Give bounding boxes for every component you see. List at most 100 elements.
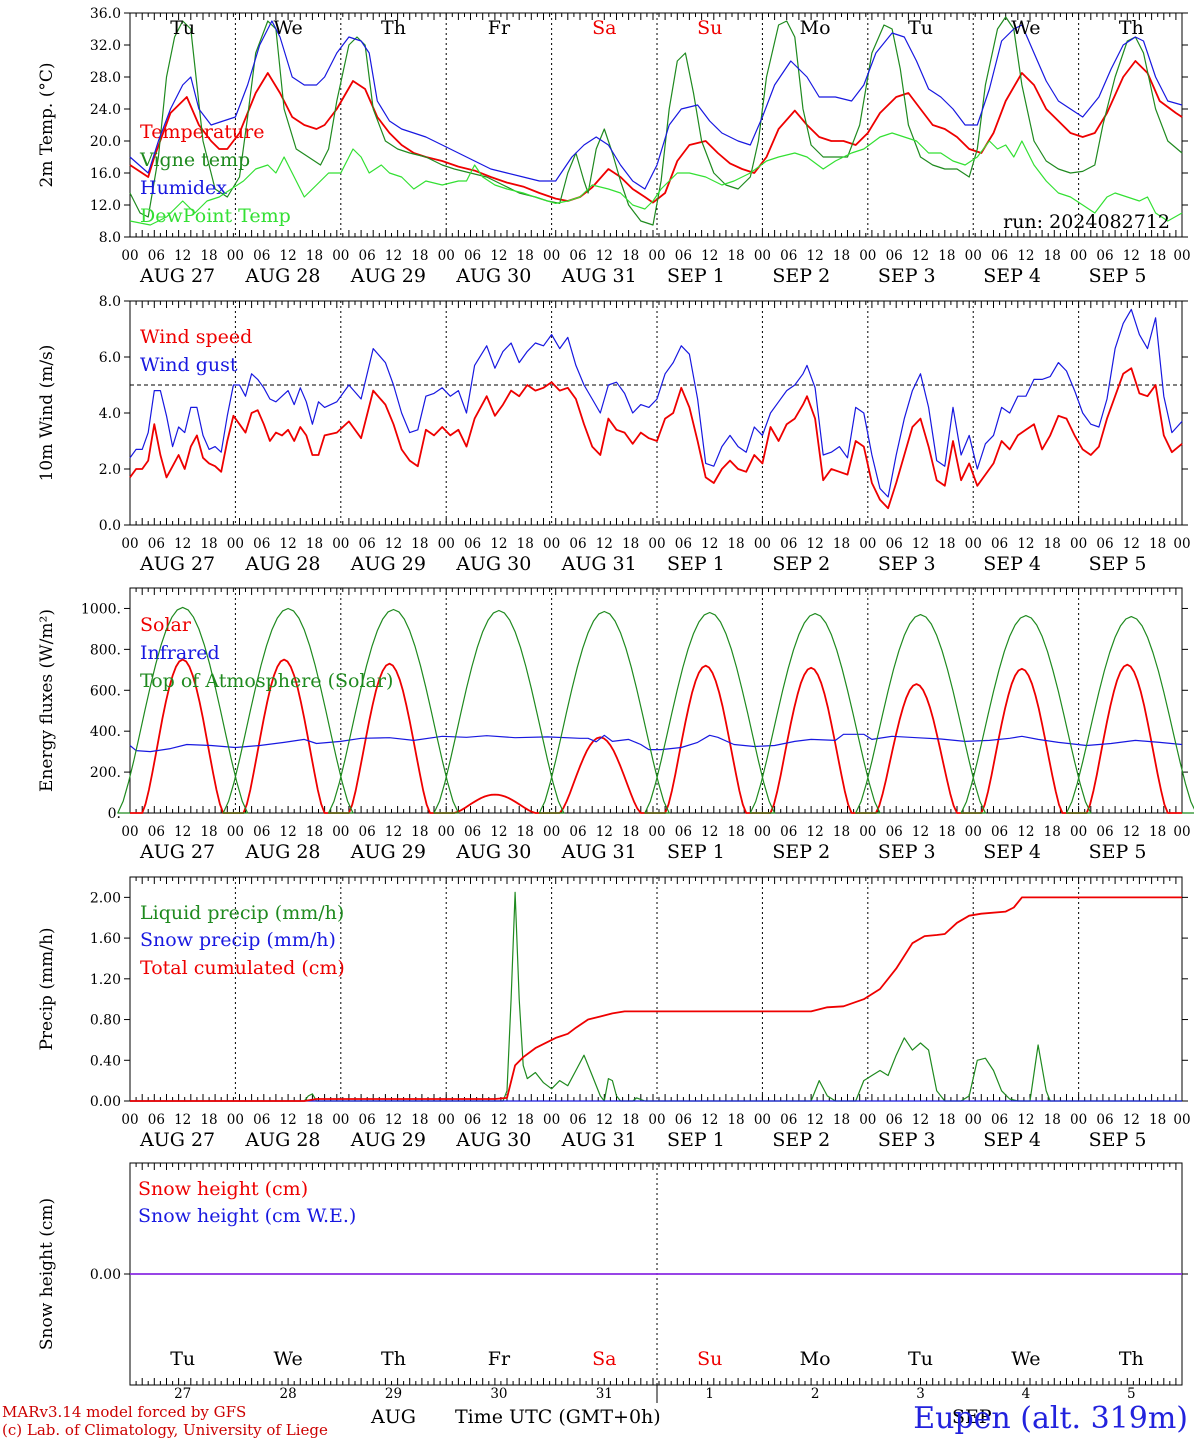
hour-label: 00 <box>965 1112 982 1128</box>
y-tick-label: 0.80 <box>90 1013 121 1029</box>
hour-label: 18 <box>622 536 639 552</box>
hour-label: 18 <box>306 248 323 264</box>
y-tick-label: 0. <box>108 806 121 822</box>
hour-label: 18 <box>938 1112 955 1128</box>
legend-entry: Snow height (cm W.E.) <box>138 1205 356 1227</box>
month-aug-label: AUG <box>370 1406 416 1428</box>
hour-label: 18 <box>411 824 428 840</box>
date-label: AUG 29 <box>350 1129 426 1151</box>
hour-label: 12 <box>807 536 824 552</box>
hour-label: 06 <box>253 1112 270 1128</box>
run-label: run: 2024082712 <box>1003 211 1170 233</box>
legend-entry: Infrared <box>140 642 220 664</box>
legend-entry: Snow precip (mm/h) <box>140 929 336 951</box>
hour-label: 12 <box>1017 1112 1034 1128</box>
date-label: AUG 29 <box>350 841 426 863</box>
hour-label: 06 <box>675 1112 692 1128</box>
legend-entry: Humidex <box>140 177 227 199</box>
hour-label: 12 <box>1123 824 1140 840</box>
hour-label: 00 <box>1173 1112 1190 1128</box>
hour-label: 12 <box>701 536 718 552</box>
hour-label: 00 <box>332 536 349 552</box>
hour-label: 06 <box>886 824 903 840</box>
hour-label: 00 <box>438 248 455 264</box>
hour-label: 06 <box>780 536 797 552</box>
hour-label: 06 <box>569 1112 586 1128</box>
hour-label: 00 <box>332 248 349 264</box>
hour-label: 06 <box>780 824 797 840</box>
day-abbr: Tu <box>908 1348 933 1370</box>
x-axis-ticks <box>129 588 1183 813</box>
hour-label: 00 <box>543 1112 560 1128</box>
date-label: SEP 5 <box>1089 841 1147 863</box>
hour-label: 00 <box>859 248 876 264</box>
hour-label: 18 <box>1044 536 1061 552</box>
hour-label: 06 <box>464 824 481 840</box>
hour-label: 18 <box>938 824 955 840</box>
legend-entry: Snow height (cm) <box>138 1178 308 1200</box>
legend-entry: Wind gust <box>140 354 238 376</box>
hour-label: 00 <box>965 824 982 840</box>
hour-label: 12 <box>596 536 613 552</box>
day-number: 5 <box>1127 1386 1136 1402</box>
hour-label: 12 <box>385 536 402 552</box>
panel-2: 0.0 2.0 4.0 6.0 8.0 10m Wind (m/s) Wind speed W… <box>37 294 1191 575</box>
hour-label: 06 <box>780 1112 797 1128</box>
day-abbr: Sa <box>592 17 616 39</box>
hour-label: 00 <box>438 824 455 840</box>
legend-entry: Solar <box>140 614 192 636</box>
date-label: SEP 4 <box>983 265 1041 287</box>
panel-frame <box>129 300 1183 526</box>
y-tick-label: 0.40 <box>90 1053 121 1069</box>
hour-label: 00 <box>121 248 138 264</box>
panel-3: 0. 200. 400. 600. 800. 1000. Energy fluxes (W/… <box>37 587 1194 863</box>
day-number: 3 <box>916 1386 925 1402</box>
hour-label: 12 <box>174 248 191 264</box>
day-abbr: Tu <box>170 17 195 39</box>
y-tick-label: 20.0 <box>90 134 121 150</box>
y-tick-label: 0.00 <box>90 1094 121 1110</box>
y-tick-label: 36.0 <box>90 6 121 22</box>
y-tick-label: 0.0 <box>99 518 121 534</box>
hour-label: 00 <box>227 248 244 264</box>
hour-label: 00 <box>648 1112 665 1128</box>
hour-label: 18 <box>411 536 428 552</box>
hour-label: 12 <box>807 248 824 264</box>
hour-label: 00 <box>1070 248 1087 264</box>
y-tick-label: 0.00 <box>90 1267 121 1283</box>
date-label: SEP 2 <box>772 841 830 863</box>
hour-label: 12 <box>701 1112 718 1128</box>
date-label: SEP 4 <box>983 553 1041 575</box>
hour-label: 18 <box>200 824 217 840</box>
day-number: 1 <box>705 1386 714 1402</box>
legend-entry: Wind speed <box>140 326 252 348</box>
day-abbr: Su <box>697 1348 722 1370</box>
date-label: SEP 1 <box>667 265 725 287</box>
hour-label: 12 <box>1123 248 1140 264</box>
hour-label: 12 <box>807 824 824 840</box>
hour-label: 12 <box>1017 824 1034 840</box>
hour-label: 06 <box>569 248 586 264</box>
panel-frame <box>129 12 1183 238</box>
series-vigne-temp <box>129 16 1183 226</box>
hour-label: 06 <box>886 536 903 552</box>
hour-label: 00 <box>438 536 455 552</box>
hour-label: 00 <box>227 536 244 552</box>
day-abbr: We <box>1011 1348 1040 1370</box>
hour-label: 00 <box>121 536 138 552</box>
day-abbr: Su <box>697 17 722 39</box>
hour-label: 06 <box>253 248 270 264</box>
y-tick-label: 2.00 <box>90 890 121 906</box>
hour-label: 06 <box>359 248 376 264</box>
date-label: AUG 29 <box>350 553 426 575</box>
hour-label: 06 <box>675 824 692 840</box>
y-tick-label: 8.0 <box>99 230 121 246</box>
hour-label: 18 <box>1149 824 1166 840</box>
y-tick-label: 600. <box>90 683 121 699</box>
date-label: AUG 31 <box>561 1129 637 1151</box>
hour-label: 06 <box>1096 536 1113 552</box>
panel-5: 0.00 Snow height (cm) Snow height (cm) Snow… <box>37 1162 1188 1403</box>
y-tick-label: 24.0 <box>90 102 121 118</box>
hour-label: 12 <box>1123 1112 1140 1128</box>
hour-label: 18 <box>727 824 744 840</box>
